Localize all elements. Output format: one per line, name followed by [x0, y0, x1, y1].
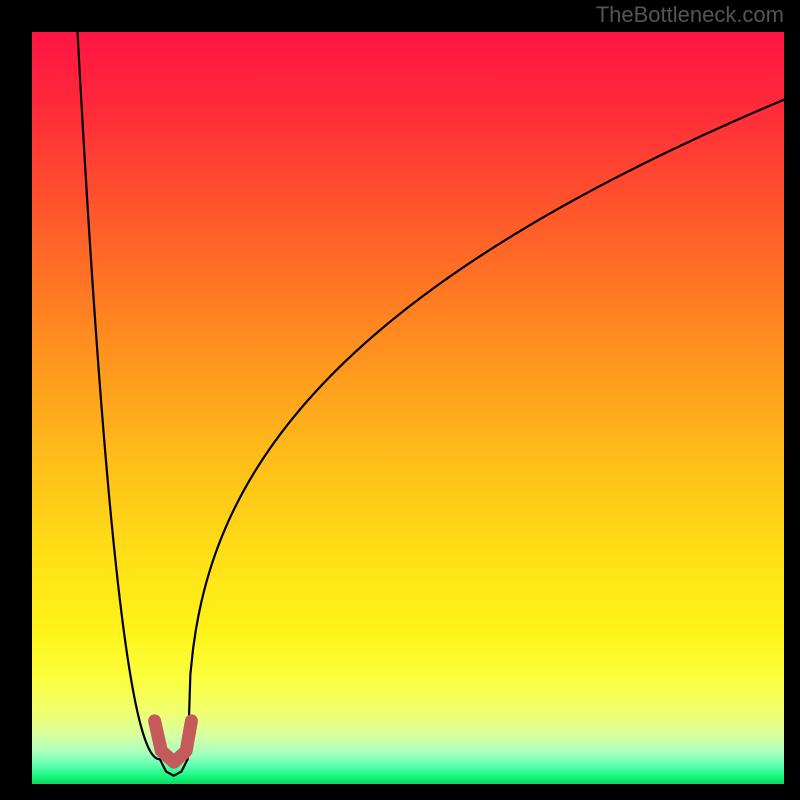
- gradient-background: [32, 32, 784, 784]
- watermark-text: TheBottleneck.com: [596, 2, 784, 28]
- plot-area: [32, 32, 784, 784]
- plot-svg: [32, 32, 784, 784]
